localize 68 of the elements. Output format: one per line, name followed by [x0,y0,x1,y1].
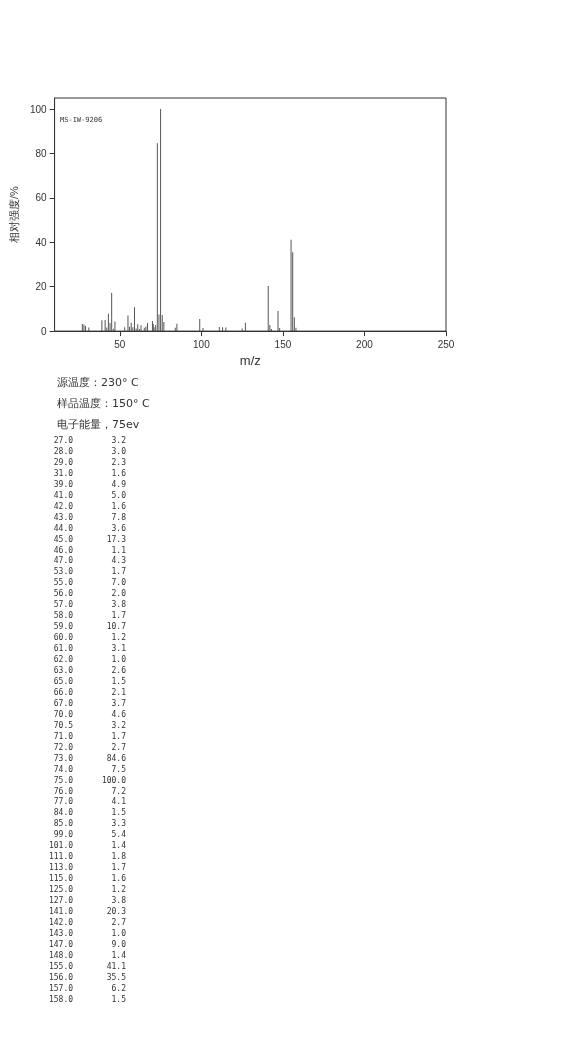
text: 43.0 7.8 [52,512,126,524]
text: 57.0 3.8 [52,600,126,611]
text: 45.0 17.3 [52,534,126,546]
text: 143.0 1.0 [47,928,126,940]
text: 27.0 3.2 [52,436,126,447]
text: 31.0 1.6 [52,468,126,480]
text: 29.0 2.3 [52,457,126,469]
text: 样品温度：150° C [57,396,150,411]
text: 125.0 1.2 [47,885,126,896]
text: 56.0 2.0 [52,589,126,600]
text: 70.0 4.6 [52,709,126,721]
text: 148.0 1.4 [47,950,126,962]
text: 63.0 2.6 [52,666,126,677]
text: 66.0 2.1 [52,687,126,699]
y-axis-title: 相对强度/% [7,185,20,243]
text: 147.0 9.0 [47,939,126,951]
y-tick-label: 80 [35,148,48,159]
text: 157.0 6.2 [47,983,126,995]
text: 60.0 1.2 [52,633,126,644]
text: 74.0 7.5 [52,764,126,776]
text: 85.0 3.3 [52,819,126,830]
text: 158.0 1.5 [47,994,126,1006]
y-tick-label: 0 [41,325,48,337]
text: 156.0 35.5 [47,972,126,984]
x-tick-label: 150 [274,338,292,350]
text: 46.0 1.1 [52,545,126,556]
text: 62.0 1.0 [52,655,126,666]
text: 53.0 1.7 [52,567,126,578]
text: 155.0 41.1 [47,961,126,973]
text: 84.0 1.5 [52,808,126,819]
text: 141.0 20.3 [47,906,126,918]
text: 28.0 3.0 [52,446,126,458]
text: 67.0 3.7 [52,698,126,710]
text: 70.5 3.2 [52,720,126,732]
text: 142.0 2.7 [47,917,126,929]
x-axis-title: m/z [239,353,261,368]
text: 41.0 5.0 [52,490,126,502]
x-tick-label: 250 [437,338,455,350]
y-tick-label: 100 [29,103,48,115]
y-tick-label: 40 [35,236,48,248]
text: 101.0 1.4 [47,841,126,852]
text: 65.0 1.5 [52,676,126,688]
text: 44.0 3.6 [52,523,126,535]
text: 电子能量，75ev [57,417,141,432]
text: 73.0 84.6 [52,753,126,765]
text: 76.0 7.2 [52,786,126,797]
text: 58.0 1.7 [52,611,126,622]
text: 71.0 1.7 [52,731,126,743]
text: 72.0 2.7 [52,742,126,754]
y-tick-label: 60 [35,192,48,204]
text: 77.0 4.1 [52,797,126,808]
x-tick-label: 200 [356,338,374,350]
text: 39.0 4.9 [52,479,126,491]
text: 127.0 3.8 [47,896,126,907]
text: 55.0 7.0 [52,578,126,589]
text: 99.0 5.4 [52,830,126,841]
text: 111.0 1.8 [47,852,126,863]
text: 47.0 4.3 [52,556,126,567]
x-tick-label: 100 [193,338,211,350]
y-tick-label: 20 [35,281,48,293]
text: 115.0 1.6 [47,874,126,885]
x-tick-label: 50 [114,338,126,350]
text: 59.0 10.7 [52,622,126,633]
text: 42.0 1.6 [52,501,126,513]
text: 75.0 100.0 [52,775,126,787]
text: 源温度：230° C [57,375,140,390]
text: 61.0 3.1 [52,644,126,655]
text: 113.0 1.7 [47,863,126,874]
